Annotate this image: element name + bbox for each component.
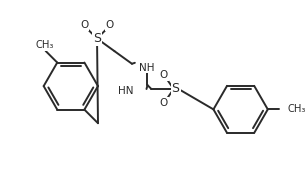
Text: O: O xyxy=(160,98,168,108)
Text: CH₃: CH₃ xyxy=(35,40,54,50)
Text: CH₃: CH₃ xyxy=(287,104,305,114)
Text: S: S xyxy=(172,82,180,96)
Text: NH: NH xyxy=(139,63,154,73)
Text: HN: HN xyxy=(119,86,134,96)
Text: S: S xyxy=(93,32,101,45)
Text: O: O xyxy=(106,20,114,30)
Text: O: O xyxy=(80,20,88,30)
Text: O: O xyxy=(160,70,168,80)
